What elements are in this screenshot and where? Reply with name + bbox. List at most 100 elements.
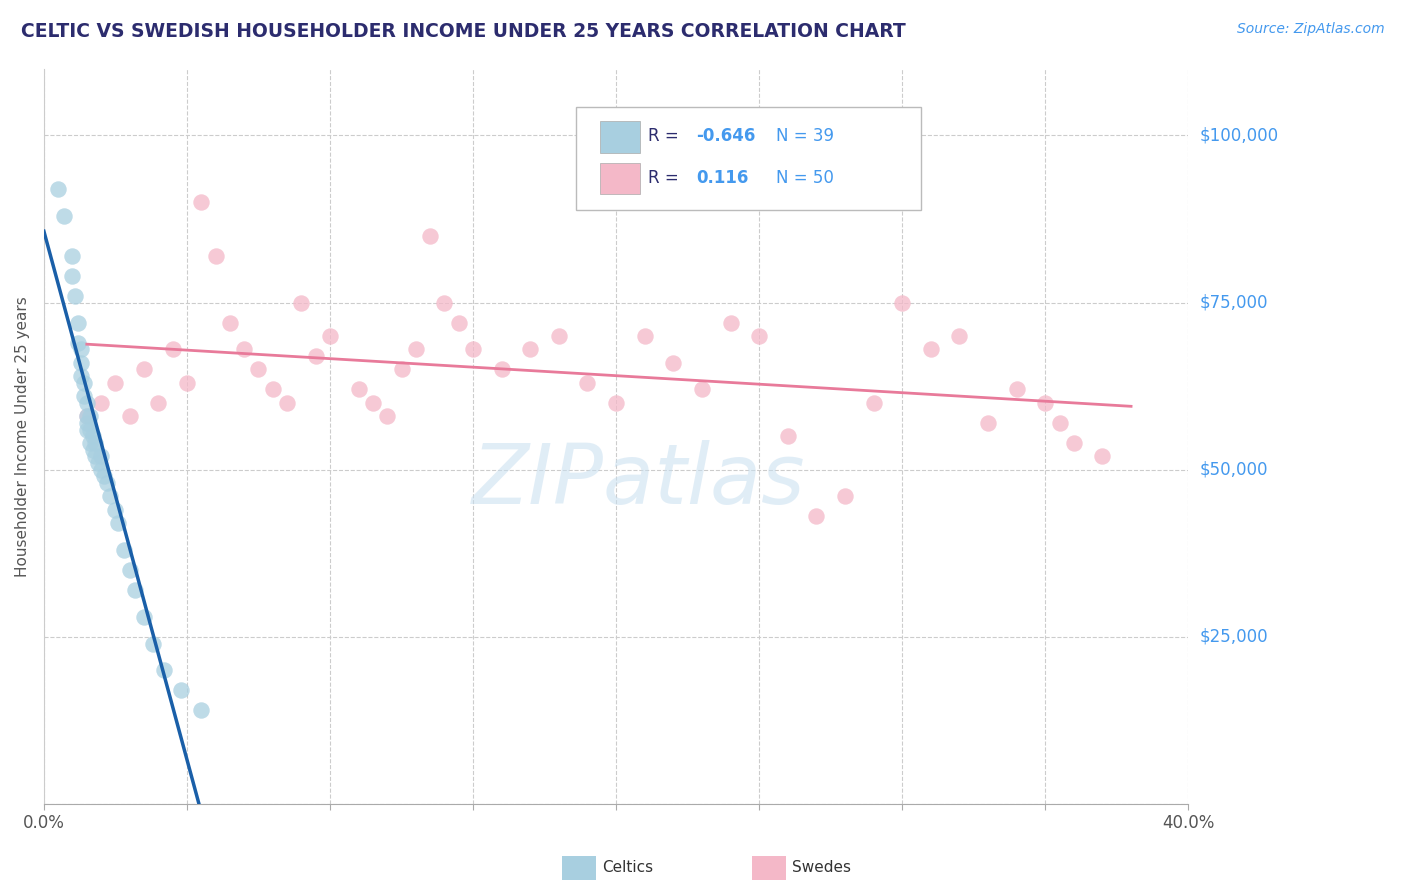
Point <box>547 329 569 343</box>
Text: -0.646: -0.646 <box>696 128 755 145</box>
Point <box>461 343 484 357</box>
Point <box>690 383 713 397</box>
Point <box>662 356 685 370</box>
Point <box>73 376 96 390</box>
Point <box>76 423 98 437</box>
Point <box>90 463 112 477</box>
Point <box>104 376 127 390</box>
Point <box>76 409 98 424</box>
Point <box>52 209 75 223</box>
Point <box>276 396 298 410</box>
Text: ZIPatlas: ZIPatlas <box>472 440 806 521</box>
Point <box>79 436 101 450</box>
Point <box>82 442 104 457</box>
Point <box>176 376 198 390</box>
Point <box>1033 396 1056 410</box>
Point <box>84 436 107 450</box>
Point <box>90 450 112 464</box>
Point <box>491 362 513 376</box>
Point <box>190 703 212 717</box>
Text: $25,000: $25,000 <box>1199 628 1268 646</box>
Point <box>90 396 112 410</box>
Text: N = 39: N = 39 <box>776 128 834 145</box>
Text: Celtics: Celtics <box>602 861 652 875</box>
Point <box>1049 416 1071 430</box>
Text: $50,000: $50,000 <box>1199 460 1268 479</box>
Point <box>347 383 370 397</box>
Point <box>79 409 101 424</box>
Point <box>132 609 155 624</box>
Point <box>977 416 1000 430</box>
Point <box>76 409 98 424</box>
Point <box>375 409 398 424</box>
Point <box>118 409 141 424</box>
Point <box>98 490 121 504</box>
Point <box>218 316 240 330</box>
Point <box>148 396 170 410</box>
Point <box>70 356 93 370</box>
Point <box>1091 450 1114 464</box>
Point <box>76 416 98 430</box>
Point <box>82 429 104 443</box>
Point <box>748 329 770 343</box>
Text: $100,000: $100,000 <box>1199 127 1278 145</box>
Point <box>862 396 884 410</box>
Point <box>233 343 256 357</box>
Point <box>46 182 69 196</box>
Point <box>519 343 541 357</box>
Point <box>62 268 84 283</box>
Point <box>87 456 110 470</box>
Point <box>84 450 107 464</box>
Y-axis label: Householder Income Under 25 years: Householder Income Under 25 years <box>15 296 30 576</box>
Point <box>112 542 135 557</box>
Point <box>96 476 118 491</box>
Point <box>720 316 742 330</box>
Point <box>361 396 384 410</box>
Point <box>162 343 184 357</box>
Point <box>124 582 146 597</box>
Point <box>806 509 828 524</box>
Point <box>79 423 101 437</box>
Point <box>70 369 93 384</box>
Point <box>104 503 127 517</box>
Text: Source: ZipAtlas.com: Source: ZipAtlas.com <box>1237 22 1385 37</box>
Point <box>891 295 914 310</box>
Text: R =: R = <box>648 169 685 187</box>
Point <box>605 396 627 410</box>
Point <box>1005 383 1028 397</box>
Point <box>433 295 456 310</box>
Text: R =: R = <box>648 128 685 145</box>
Point <box>247 362 270 376</box>
Point <box>948 329 970 343</box>
Point <box>93 469 115 483</box>
Point <box>153 663 176 677</box>
Point <box>405 343 427 357</box>
Point <box>67 316 90 330</box>
Point <box>834 490 856 504</box>
Point <box>142 636 165 650</box>
Point <box>118 563 141 577</box>
Point <box>132 362 155 376</box>
Text: Swedes: Swedes <box>792 861 851 875</box>
Text: $75,000: $75,000 <box>1199 293 1268 311</box>
Point <box>204 249 226 263</box>
Point <box>634 329 657 343</box>
Point <box>76 396 98 410</box>
Text: 0.116: 0.116 <box>696 169 748 187</box>
Point <box>170 683 193 698</box>
Point <box>305 349 328 363</box>
Point <box>73 389 96 403</box>
Point <box>107 516 129 531</box>
Point <box>776 429 799 443</box>
Point <box>62 249 84 263</box>
Point <box>65 289 87 303</box>
Point <box>290 295 312 310</box>
Point <box>67 335 90 350</box>
Point <box>920 343 942 357</box>
Point <box>447 316 470 330</box>
Point <box>262 383 284 397</box>
Point <box>70 343 93 357</box>
Point <box>391 362 413 376</box>
Point <box>190 195 212 210</box>
Point <box>419 228 441 243</box>
